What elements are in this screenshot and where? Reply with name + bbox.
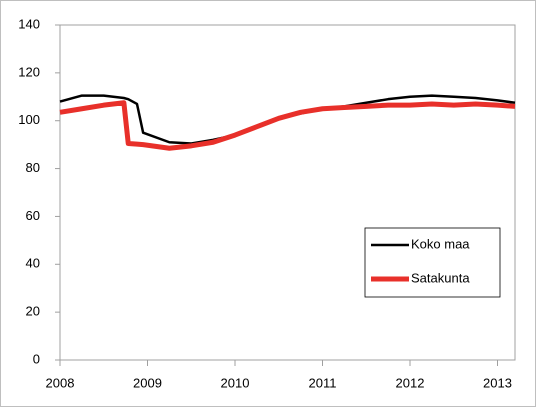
y-tick-label: 120: [18, 64, 40, 79]
x-tick-label: 2013: [483, 375, 512, 390]
x-tick-label: 2010: [221, 375, 250, 390]
x-tick-label: 2012: [396, 375, 425, 390]
y-tick-label: 100: [18, 112, 40, 127]
y-tick-label: 40: [26, 256, 40, 271]
x-tick-label: 2009: [133, 375, 162, 390]
plot-area: [59, 24, 516, 361]
legend-label: Satakunta: [411, 270, 470, 285]
x-tick-label: 2011: [309, 375, 337, 390]
y-tick-label: 140: [18, 16, 40, 31]
legend-box: [364, 227, 501, 298]
line-series: [59, 100, 516, 151]
y-tick-label: 80: [26, 160, 40, 175]
x-tick-label: 2008: [46, 375, 75, 390]
y-tick-label: 60: [26, 208, 40, 223]
legend-label: Koko maa: [411, 236, 470, 251]
y-tick-label: 0: [33, 351, 40, 366]
y-tick-label: 20: [26, 304, 40, 319]
